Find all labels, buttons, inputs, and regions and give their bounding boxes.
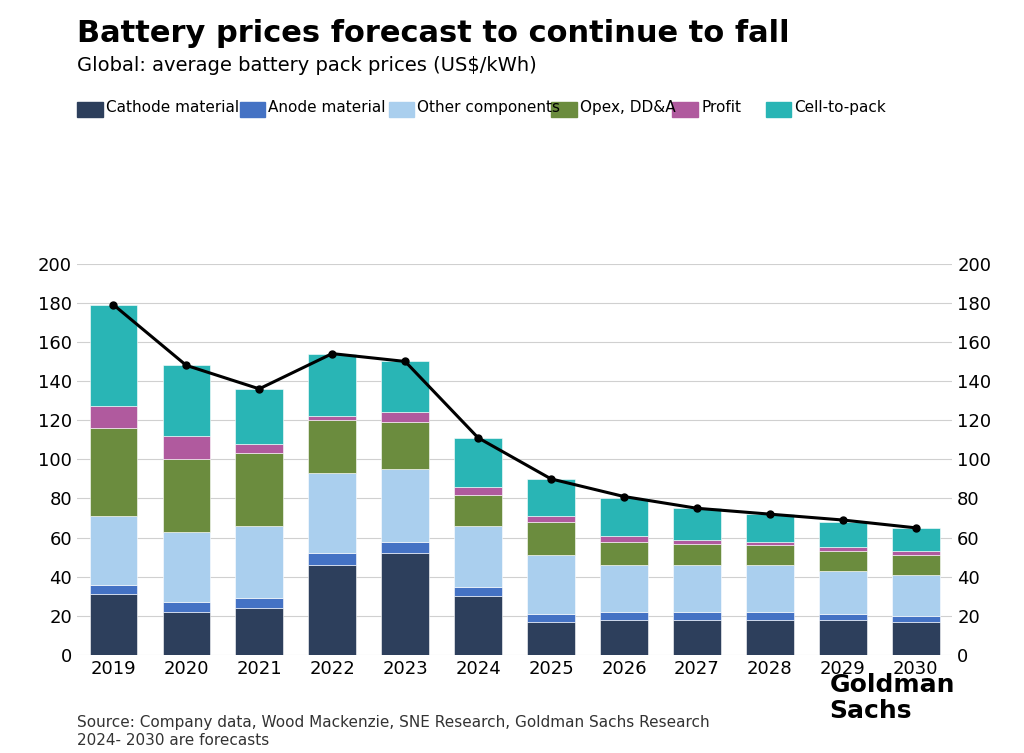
Bar	[455, 587, 502, 596]
Bar	[308, 565, 356, 655]
Bar	[381, 469, 429, 541]
Bar	[527, 614, 574, 622]
Bar	[673, 565, 721, 612]
Text: Opex, DD&A: Opex, DD&A	[581, 100, 676, 115]
Bar	[600, 541, 648, 565]
Bar	[746, 620, 794, 655]
Text: Battery prices forecast to continue to fall: Battery prices forecast to continue to f…	[77, 19, 790, 48]
Bar	[381, 361, 429, 413]
Text: Source: Company data, Wood Mackenzie, SNE Research, Goldman Sachs Research
2024-: Source: Company data, Wood Mackenzie, SN…	[77, 715, 710, 748]
Text: Profit: Profit	[701, 100, 741, 115]
Bar	[455, 486, 502, 495]
Bar	[163, 365, 210, 436]
Bar	[163, 602, 210, 612]
Bar	[163, 612, 210, 655]
Bar	[527, 479, 574, 516]
Bar	[892, 528, 940, 551]
Bar	[236, 599, 283, 608]
Bar	[455, 495, 502, 526]
Bar	[381, 541, 429, 553]
Bar	[892, 622, 940, 655]
Bar	[819, 620, 866, 655]
Bar	[892, 616, 940, 622]
Bar	[89, 407, 137, 428]
Bar	[308, 553, 356, 565]
Bar	[89, 594, 137, 655]
Bar	[673, 540, 721, 544]
Bar	[381, 413, 429, 422]
Bar	[381, 553, 429, 655]
Bar	[673, 544, 721, 565]
Bar	[236, 444, 283, 453]
Text: Global: average battery pack prices (US$/kWh): Global: average battery pack prices (US$…	[77, 56, 537, 75]
Bar	[236, 526, 283, 599]
Bar	[746, 541, 794, 545]
Bar	[308, 416, 356, 420]
Text: Anode material: Anode material	[268, 100, 386, 115]
Bar	[746, 545, 794, 565]
Bar	[819, 547, 866, 551]
Bar	[819, 551, 866, 571]
Bar	[308, 473, 356, 553]
Bar	[455, 596, 502, 655]
Bar	[600, 535, 648, 541]
Bar	[236, 389, 283, 444]
Bar	[527, 516, 574, 522]
Bar	[600, 620, 648, 655]
Text: Cathode material: Cathode material	[105, 100, 239, 115]
Bar	[746, 565, 794, 612]
Bar	[746, 514, 794, 541]
Bar	[600, 565, 648, 612]
Bar	[163, 436, 210, 459]
Bar	[673, 508, 721, 540]
Bar	[673, 612, 721, 620]
Bar	[163, 532, 210, 602]
Bar	[892, 551, 940, 555]
Bar	[527, 555, 574, 614]
Bar	[89, 584, 137, 594]
Bar	[600, 498, 648, 535]
Bar	[455, 526, 502, 587]
Bar	[89, 428, 137, 516]
Bar	[600, 612, 648, 620]
Bar	[163, 459, 210, 532]
Bar	[819, 522, 866, 547]
Bar	[89, 516, 137, 584]
Bar	[819, 614, 866, 620]
Bar	[819, 571, 866, 614]
Bar	[308, 420, 356, 473]
Bar	[892, 575, 940, 616]
Text: Other components: Other components	[418, 100, 560, 115]
Bar	[673, 620, 721, 655]
Text: Goldman
Sachs: Goldman Sachs	[829, 673, 955, 723]
Bar	[236, 453, 283, 526]
Bar	[381, 422, 429, 469]
Bar	[455, 437, 502, 486]
Bar	[527, 522, 574, 555]
Bar	[527, 622, 574, 655]
Bar	[236, 608, 283, 655]
Bar	[308, 354, 356, 416]
Bar	[746, 612, 794, 620]
Bar	[89, 305, 137, 407]
Text: Cell-to-pack: Cell-to-pack	[795, 100, 886, 115]
Bar	[892, 555, 940, 575]
